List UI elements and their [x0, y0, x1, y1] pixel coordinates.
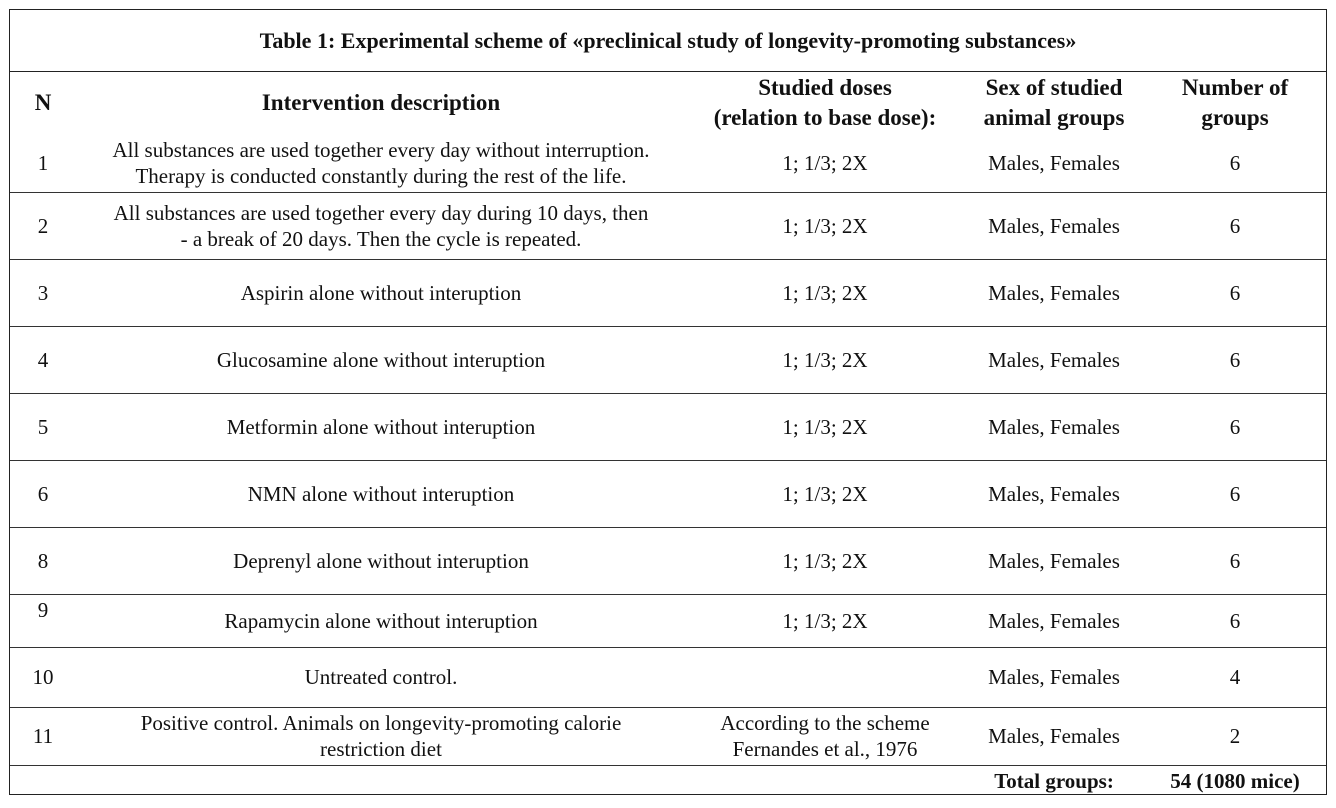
cell-doses: 1; 1/3; 2X [686, 259, 964, 327]
cell-groups: 6 [1144, 393, 1326, 461]
cell-doses: 1; 1/3; 2X [686, 393, 964, 461]
cell-groups: 6 [1144, 134, 1326, 193]
cell-n: 9 [10, 594, 76, 648]
cell-groups: 6 [1144, 460, 1326, 528]
cell-doses: 1; 1/3; 2X [686, 527, 964, 595]
total-row: Total groups: 54 (1080 mice) [10, 764, 1326, 796]
cell-sex: Males, Females [964, 259, 1144, 327]
cell-doses: 1; 1/3; 2X [686, 192, 964, 260]
table-frame: Table 1: Experimental scheme of «preclin… [9, 9, 1327, 796]
cell-n: 3 [10, 259, 76, 327]
table-row: 8 Deprenyl alone without interuption 1; … [10, 527, 1326, 595]
cell-doses: 1; 1/3; 2X [686, 460, 964, 528]
experimental-scheme-table: N Intervention description Studied doses… [10, 72, 1326, 796]
table-row: 9 Rapamycin alone without interuption 1;… [10, 594, 1326, 648]
cell-intervention: NMN alone without interuption [76, 460, 686, 528]
table-row: 2 All substances are used together every… [10, 192, 1326, 260]
table-row: 11 Positive control. Animals on longevit… [10, 707, 1326, 765]
table-row: 5 Metformin alone without interuption 1;… [10, 393, 1326, 461]
header-intervention: Intervention description [261, 90, 501, 115]
cell-n: 1 [10, 134, 76, 193]
cell-doses: 1; 1/3; 2X [686, 326, 964, 394]
cell-intervention: Glucosamine alone without interuption [76, 326, 686, 394]
cell-groups: 6 [1144, 192, 1326, 260]
cell-sex: Males, Females [964, 460, 1144, 528]
cell-groups: 2 [1229, 724, 1241, 748]
cell-intervention: Rapamycin alone without interuption [76, 594, 686, 648]
cell-doses: According to the scheme Fernandes et al.… [720, 711, 930, 761]
cell-groups: 6 [1144, 527, 1326, 595]
cell-n: 11 [32, 724, 54, 748]
cell-intervention: Metformin alone without interuption [76, 393, 686, 461]
total-label: Total groups: [964, 764, 1144, 796]
cell-sex: Males, Females [964, 134, 1144, 193]
table-row: 4 Glucosamine alone without interuption … [10, 326, 1326, 394]
cell-n: 8 [10, 527, 76, 595]
cell-intervention: Positive control. Animals on longevity-p… [140, 711, 622, 761]
cell-sex: Males, Females [964, 594, 1144, 648]
cell-sex: Males, Females [964, 647, 1144, 708]
cell-sex: Males, Females [964, 192, 1144, 260]
cell-n: 2 [10, 192, 76, 260]
cell-intervention: Aspirin alone without interuption [76, 259, 686, 327]
cell-intervention: All substances are used together every d… [76, 134, 686, 193]
cell-intervention: All substances are used together every d… [76, 192, 686, 260]
cell-groups: 6 [1144, 259, 1326, 327]
table-row: 10 Untreated control. Males, Females 4 [10, 647, 1326, 708]
header-sex: Sex of studied animal groups [983, 75, 1125, 130]
cell-intervention: Deprenyl alone without interuption [76, 527, 686, 595]
cell-sex: Males, Females [988, 724, 1120, 748]
cell-n: 4 [10, 326, 76, 394]
cell-sex: Males, Females [964, 393, 1144, 461]
total-value: 54 (1080 mice) [1144, 764, 1326, 796]
header-n: N [34, 90, 52, 115]
header-doses: Studied doses (relation to base dose): [713, 75, 937, 130]
cell-sex: Males, Females [964, 326, 1144, 394]
header-groups: Number of groups [1181, 75, 1289, 130]
cell-n: 5 [10, 393, 76, 461]
table-row: 3 Aspirin alone without interuption 1; 1… [10, 259, 1326, 327]
cell-doses [686, 647, 964, 708]
cell-groups: 6 [1144, 326, 1326, 394]
table-header-row: N Intervention description Studied doses… [10, 72, 1326, 134]
cell-doses: 1; 1/3; 2X [686, 134, 964, 193]
cell-groups: 6 [1144, 594, 1326, 648]
cell-sex: Males, Females [964, 527, 1144, 595]
table-title: Table 1: Experimental scheme of «preclin… [10, 10, 1326, 72]
cell-groups: 4 [1144, 647, 1326, 708]
cell-doses: 1; 1/3; 2X [686, 594, 964, 648]
cell-n: 10 [10, 647, 76, 708]
table-row: 1 All substances are used together every… [10, 134, 1326, 193]
table-row: 6 NMN alone without interuption 1; 1/3; … [10, 460, 1326, 528]
cell-intervention: Untreated control. [76, 647, 686, 708]
cell-n: 6 [10, 460, 76, 528]
